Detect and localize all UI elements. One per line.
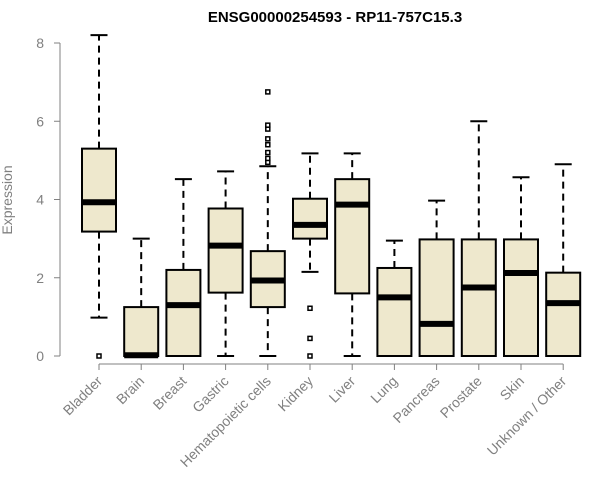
x-tick-label: Brain (113, 373, 147, 407)
box-iqr (81, 147, 117, 233)
x-tick-label: Lung (367, 373, 400, 406)
y-tick-label: 8 (36, 35, 44, 51)
outlier-point (265, 122, 271, 128)
x-tick-label: Skin (497, 373, 528, 404)
outlier-point (307, 335, 313, 342)
chart-title: ENSG00000254593 - RP11-757C15.3 (208, 9, 462, 26)
x-tick-label: Kidney (275, 373, 317, 415)
box-iqr (545, 271, 582, 358)
box-skin (503, 176, 539, 357)
box-lung (376, 239, 413, 357)
box-hematopoietic-cells (249, 89, 286, 357)
box-unknown-other (545, 163, 582, 358)
outlier-point (307, 353, 313, 359)
x-tick-label: Liver (326, 373, 359, 406)
box-iqr (503, 238, 539, 357)
box-iqr (207, 207, 244, 294)
x-tick-label: Breast (150, 373, 190, 413)
y-tick-label: 0 (36, 348, 44, 364)
y-tick-label: 6 (36, 113, 44, 129)
box-liver (334, 152, 371, 357)
box-prostate (460, 120, 497, 357)
box-iqr (418, 238, 455, 357)
outlier-point (265, 141, 271, 148)
y-tick-label: 2 (36, 270, 44, 286)
x-tick-label: Pancreas (390, 373, 443, 426)
box-breast (165, 178, 202, 357)
box-iqr (460, 238, 497, 357)
box-pancreas (418, 199, 455, 357)
box-gastric (207, 170, 244, 357)
x-tick-label: Bladder (60, 373, 106, 419)
outlier-point (265, 155, 271, 162)
y-axis: 0 2 4 6 8 (36, 35, 61, 364)
box-kidney (292, 152, 328, 359)
y-axis-label: Expression (0, 165, 15, 234)
y-tick-label: 4 (36, 192, 44, 208)
outlier-point (265, 136, 271, 142)
outlier-point (96, 353, 102, 359)
outlier-point (265, 149, 271, 156)
x-tick-label: Prostate (437, 373, 485, 421)
outlier-point (265, 89, 271, 95)
box-bladder (81, 34, 117, 359)
box-iqr (292, 197, 328, 240)
box-group (81, 34, 582, 359)
box-iqr (123, 306, 160, 357)
box-iqr (376, 266, 413, 357)
x-tick-label: Unknown / Other (484, 373, 570, 459)
box-brain (123, 237, 160, 359)
box-iqr (165, 268, 202, 357)
box-iqr (334, 178, 371, 295)
outlier-point (307, 305, 313, 312)
